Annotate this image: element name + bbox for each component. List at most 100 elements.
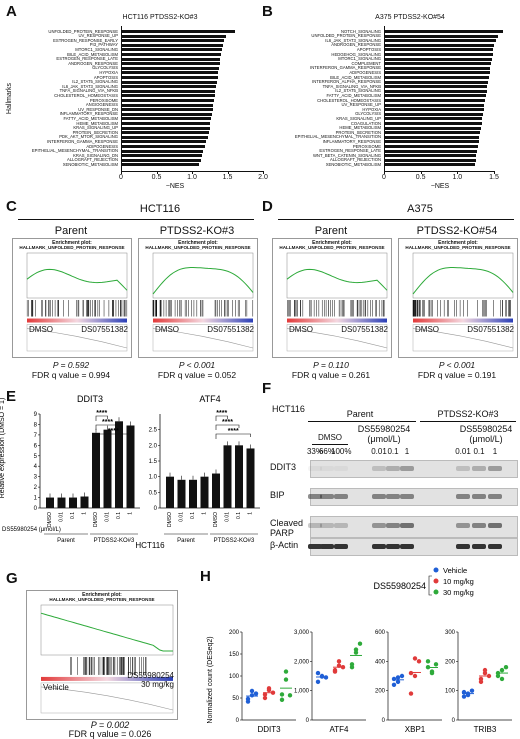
panel-e-dose-label: 0.01 (59, 512, 65, 522)
panel-h-point (316, 680, 320, 684)
panel-h-ytick-label: 100 (229, 674, 240, 680)
hallmark-bar (384, 122, 482, 125)
gsea-left-label: DMSO (29, 325, 53, 334)
hallmark-bar (384, 85, 487, 88)
gsea-left-label: Vehicle (43, 683, 69, 692)
panel-e-group-parent: Parent (177, 538, 195, 544)
panel-f-cell-line: HCT116 (272, 404, 305, 414)
panel-f-lane-label: 1 (485, 447, 505, 456)
hallmark-label: XENOBIOTIC_METABOLISM (259, 163, 381, 167)
panel-f-parent-rule (308, 421, 416, 422)
panel-e-ytick-label: 6 (34, 443, 38, 449)
hallmark-bar (384, 140, 479, 143)
panel-c-rule (18, 219, 254, 220)
panel-h-drug: DS55980254 (373, 581, 426, 591)
panel-e-ytick-label: 0 (154, 506, 158, 512)
gsea-fdr: FDR q value = 0.994 (12, 370, 130, 380)
panel-h-point (466, 693, 470, 697)
panel-h-gene-label: DDIT3 (257, 725, 281, 734)
gsea-right-label: DS07551382 (467, 325, 514, 334)
gsea-plot (139, 239, 257, 357)
panel-e-ytick-label: 9 (34, 412, 38, 418)
hallmark-bar (121, 140, 206, 143)
panel-a-tick-label: 1.0 (182, 174, 202, 181)
hallmark-bar (384, 117, 482, 120)
hallmark-bar (384, 39, 496, 42)
panel-h-gene-label: TRIB3 (474, 725, 497, 734)
hallmark-bar (384, 154, 476, 157)
gsea-fdr: FDR q value = 0.191 (398, 370, 516, 380)
hallmark-bar (121, 76, 218, 79)
panel-h-point (426, 665, 430, 669)
hallmark-bar (384, 113, 483, 116)
gsea-es-axes (413, 253, 513, 298)
hallmark-bar (384, 35, 498, 38)
panel-a-tick-label: 2.0 (253, 174, 273, 181)
panel-b-tick-label: 1.0 (447, 174, 467, 181)
hallmark-bar (384, 48, 493, 51)
panel-h-point (263, 696, 267, 700)
panel-h-point (409, 691, 413, 695)
panel-h-point (396, 680, 400, 684)
hallmark-label: XENOBIOTIC_METABOLISM (0, 163, 118, 167)
panel-h-point (409, 671, 413, 675)
panel-e-stars: **** (96, 410, 107, 417)
hallmark-bar (121, 67, 219, 70)
panel-e-bar (81, 497, 89, 508)
panel-h-point (396, 675, 400, 679)
hallmark-bar (121, 145, 205, 148)
gsea-plot (399, 239, 517, 357)
panel-h-point (250, 693, 254, 697)
hallmark-bar (384, 163, 475, 166)
panel-f-blot-strip (310, 538, 518, 556)
panel-e-chart-title: ATF4 (199, 394, 220, 404)
panel-e-ytick-label: 8 (34, 422, 38, 428)
hallmark-bar (121, 136, 208, 139)
panel-e-bar (247, 448, 255, 508)
hallmark-bar (384, 76, 489, 79)
panel-b-letter: B (262, 3, 273, 20)
panel-f-band (472, 523, 486, 528)
panel-h-gene-label: XBP1 (405, 725, 426, 734)
hallmark-bar (384, 71, 490, 74)
panel-h-ytick-label: 50 (232, 696, 239, 702)
panel-h-point (316, 671, 320, 675)
panel-e-bar (224, 445, 232, 508)
panel-e-bar (212, 474, 220, 508)
hallmark-bar (384, 136, 479, 139)
panel-h-ytick-label: 3,000 (294, 630, 310, 636)
hallmark-bar (384, 104, 484, 107)
panel-h-ylabel: Normalized count (DESeq2) (207, 636, 214, 723)
panel-e-dose-label: 0.1 (236, 512, 242, 519)
panel-e-ytick-label: 1 (34, 496, 38, 502)
panel-h-ytick-label: 600 (375, 630, 386, 636)
hallmark-bar (384, 53, 493, 56)
hallmark-bar (121, 62, 220, 65)
hallmark-bar (121, 58, 220, 61)
panel-e-dose-label: DMSO (93, 512, 99, 527)
panel-b-tick-label: 1.5 (484, 174, 504, 181)
panel-h-point (320, 674, 324, 678)
hallmark-bar (121, 131, 209, 134)
panel-h-point (400, 674, 404, 678)
panel-h-point (413, 656, 417, 660)
gsea-es-curve (27, 269, 127, 290)
panel-h-point (280, 698, 284, 702)
gsea-title: PTDSS2-KO#3 (138, 225, 256, 237)
panel-h-point (392, 683, 396, 687)
panel-f-band (386, 466, 400, 471)
panel-f-band (386, 494, 400, 499)
panel-d-rule (278, 219, 514, 220)
gsea-es-curve (287, 269, 387, 290)
gsea-dose-label: 30 mg/kg (141, 680, 174, 689)
hallmark-bar (121, 150, 203, 153)
panel-f-band (372, 523, 386, 528)
panel-b-xlabel: −NES (415, 183, 465, 190)
panel-a-tick-label: 0 (111, 174, 131, 181)
panel-e-ylabel: Relative expression (DMSO = 1) (0, 398, 6, 499)
panel-h-point (333, 669, 337, 673)
gsea-p: P = 0.592 (12, 360, 130, 370)
panel-h-legend-label: Vehicle (443, 566, 467, 575)
panel-f-band (320, 523, 334, 528)
hallmark-bar (121, 35, 226, 38)
